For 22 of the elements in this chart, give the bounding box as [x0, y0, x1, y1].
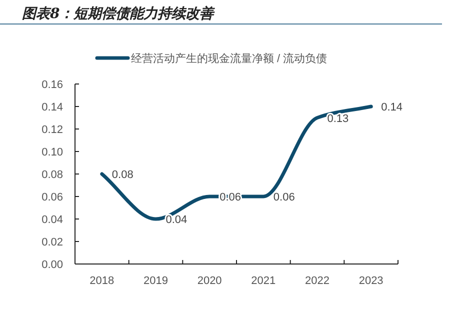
data-label: 0.04: [166, 214, 188, 226]
y-tick-label: 0.08: [42, 169, 63, 181]
y-tick-label: 0.10: [42, 146, 63, 158]
x-tick-label: 2023: [358, 275, 384, 287]
y-tick-label: 0.00: [42, 259, 63, 271]
y-tick-label: 0.14: [42, 102, 63, 114]
x-tick-label: 2019: [144, 275, 168, 287]
data-label: 0.06: [273, 192, 295, 204]
data-label: 0.14: [381, 102, 403, 114]
data-label: 0.08: [112, 169, 134, 181]
y-tick-label: 0.06: [42, 192, 63, 204]
y-tick-label: 0.16: [42, 79, 63, 91]
x-tick-label: 2021: [251, 275, 276, 287]
y-tick-label: 0.02: [42, 236, 63, 248]
y-tick-label: 0.12: [42, 124, 63, 136]
chart-title: 图表8：短期偿债能力持续改善: [22, 5, 216, 22]
legend-label: 经营活动产生的现金流量净额 / 流动负债: [131, 52, 328, 65]
x-tick-label: 2018: [90, 275, 114, 287]
y-tick-label: 0.04: [42, 214, 63, 226]
x-tick-label: 2022: [305, 275, 330, 287]
data-label: 0.13: [327, 112, 349, 125]
x-tick-label: 2020: [197, 275, 222, 287]
